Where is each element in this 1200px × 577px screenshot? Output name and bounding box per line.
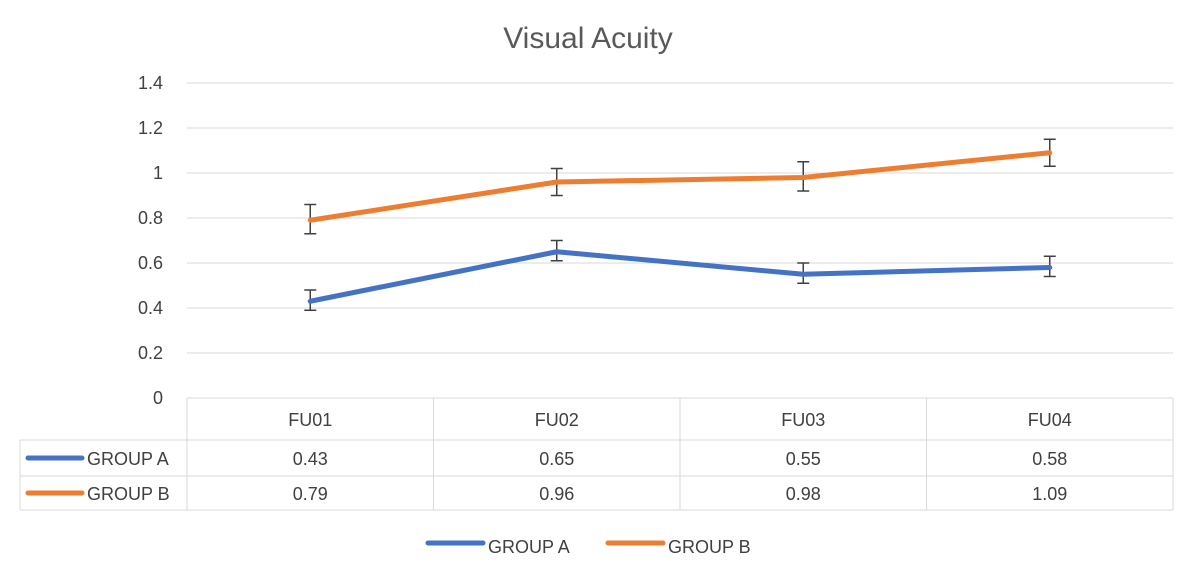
table-value: 0.96 [539, 484, 574, 504]
data-table: FU01 FU02 FU03 FU04 GROUP A 0.43 0.65 0.55 0.58 G… [19, 397, 1174, 511]
y-tick-label: 0.4 [138, 298, 163, 318]
table-series-label: GROUP B [87, 484, 170, 504]
table-series-label: GROUP A [87, 449, 169, 469]
table-category-header: FU02 [535, 410, 579, 430]
table-value: 0.55 [786, 449, 821, 469]
y-tick-label: 0.8 [138, 208, 163, 228]
table-value: 0.65 [539, 449, 574, 469]
legend: GROUP A GROUP B [425, 537, 751, 557]
y-tick-label: 1 [153, 163, 163, 183]
series-line [307, 150, 1053, 223]
table-value: 0.98 [786, 484, 821, 504]
series-line [307, 249, 1053, 304]
table-value: 0.58 [1032, 449, 1067, 469]
y-tick-label: 1.4 [138, 73, 163, 93]
y-tick-label: 0.6 [138, 253, 163, 273]
table-category-header: FU04 [1028, 410, 1072, 430]
chart-title: Visual Acuity [503, 22, 673, 55]
y-tick-label: 0.2 [138, 343, 163, 363]
series-lines [307, 150, 1053, 304]
y-tick-label: 1.2 [138, 118, 163, 138]
table-category-header: FU01 [288, 410, 332, 430]
legend-label: GROUP B [668, 537, 751, 557]
table-value: 1.09 [1032, 484, 1067, 504]
legend-label: GROUP A [488, 537, 570, 557]
table-value: 0.79 [293, 484, 328, 504]
y-tick-label: 0 [153, 388, 163, 408]
table-category-header: FU03 [781, 410, 825, 430]
table-value: 0.43 [293, 449, 328, 469]
y-axis-ticks: 0 0.2 0.4 0.6 0.8 1 1.2 1.4 [138, 73, 163, 408]
